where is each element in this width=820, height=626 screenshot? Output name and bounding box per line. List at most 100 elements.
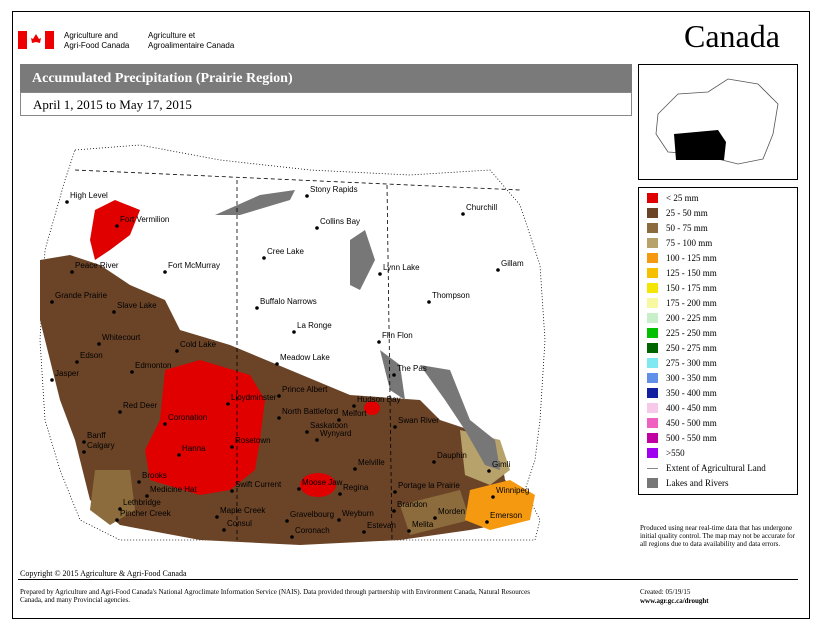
- legend-line: [647, 467, 658, 469]
- city-dot: [433, 516, 437, 520]
- city-dot: [377, 340, 381, 344]
- city-label: Red Deer: [123, 401, 158, 410]
- city-label: Moose Jaw: [302, 478, 343, 487]
- frame: [12, 11, 810, 619]
- legend-swatch: [647, 403, 658, 413]
- city-dot: [292, 330, 296, 334]
- legend-label: >550: [666, 448, 685, 458]
- legend-label: 500 - 550 mm: [666, 433, 717, 443]
- city-dot: [262, 256, 266, 260]
- legend-item: 400 - 450 mm: [647, 403, 717, 413]
- city-dot: [393, 425, 397, 429]
- city-label: Stony Rapids: [310, 185, 358, 194]
- copyright: Copyright © 2015 Agriculture & Agri-Food…: [20, 569, 187, 578]
- city-label: Weyburn: [342, 509, 374, 518]
- legend-swatch: [647, 313, 658, 323]
- city-dot: [215, 515, 219, 519]
- city-dot: [75, 360, 79, 364]
- legend-swatch: [647, 343, 658, 353]
- city-label: Brooks: [142, 471, 167, 480]
- city-label: Edmonton: [135, 361, 171, 370]
- title: Accumulated Precipitation (Prairie Regio…: [20, 64, 632, 92]
- note: Produced using near real-time data that …: [640, 524, 795, 548]
- city-label: Morden: [438, 507, 465, 516]
- legend-item: 300 - 350 mm: [647, 373, 717, 383]
- city-label: Lethbridge: [123, 498, 161, 507]
- city-label: Saskatoon: [310, 421, 348, 430]
- city-dot: [352, 404, 356, 408]
- city-dot: [112, 310, 116, 314]
- legend-label: 350 - 400 mm: [666, 388, 717, 398]
- city-label: Buffalo Narrows: [260, 297, 317, 306]
- city-label: Edson: [80, 351, 103, 360]
- legend-label: 300 - 350 mm: [666, 373, 717, 383]
- city-label: Coronach: [295, 526, 330, 535]
- legend-label: 275 - 300 mm: [666, 358, 717, 368]
- legend-swatch: [647, 388, 658, 398]
- city-label: Rosetown: [235, 436, 271, 445]
- city-dot: [378, 272, 382, 276]
- city-label: Collins Bay: [320, 217, 360, 226]
- legend-item: < 25 mm: [647, 193, 699, 203]
- legend-item: >550: [647, 448, 685, 458]
- city-label: High Level: [70, 191, 108, 200]
- city-dot: [163, 270, 167, 274]
- city-label: Fort Vermilion: [120, 215, 169, 224]
- city-label: Banff: [87, 431, 106, 440]
- legend-label: 100 - 125 mm: [666, 253, 717, 263]
- city-dot: [392, 509, 396, 513]
- city-dot: [277, 416, 281, 420]
- created: Created: 05/19/15: [640, 588, 691, 596]
- city-dot: [432, 460, 436, 464]
- city-dot: [118, 507, 122, 511]
- city-label: Hanna: [182, 444, 206, 453]
- url[interactable]: www.agr.gc.ca/drought: [640, 597, 709, 605]
- legend-item: 50 - 75 mm: [647, 223, 708, 233]
- city-dot: [362, 530, 366, 534]
- city-dot: [337, 518, 341, 522]
- city-label: Brandon: [397, 500, 427, 509]
- city-dot: [177, 453, 181, 457]
- city-label: Lynn Lake: [383, 263, 420, 272]
- city-dot: [290, 535, 294, 539]
- legend-label: Extent of Agricultural Land: [666, 463, 766, 473]
- city-label: The Pas: [397, 364, 427, 373]
- city-label: Churchill: [466, 203, 497, 212]
- city-dot: [145, 494, 149, 498]
- legend-item: 125 - 150 mm: [647, 268, 717, 278]
- city-label: Melita: [412, 520, 434, 529]
- city-label: Pincher Creek: [120, 509, 172, 518]
- legend-swatch: [647, 373, 658, 383]
- city-dot: [163, 422, 167, 426]
- city-label: Lloydminster: [231, 393, 277, 402]
- city-label: Medicine Hat: [150, 485, 197, 494]
- city-dot: [275, 362, 279, 366]
- legend-swatch: [647, 358, 658, 368]
- city-dot: [461, 212, 465, 216]
- agency-en-line: Agri-Food Canada: [64, 41, 130, 50]
- city-label: Cold Lake: [180, 340, 217, 349]
- city-label: Swift Current: [235, 480, 282, 489]
- subtitle: April 1, 2015 to May 17, 2015: [20, 92, 632, 116]
- legend-swatch: [647, 238, 658, 248]
- legend-item: Extent of Agricultural Land: [647, 463, 766, 473]
- city-label: Calgary: [87, 441, 115, 450]
- city-label: Melville: [358, 458, 385, 467]
- city-dot: [285, 519, 289, 523]
- legend-label: < 25 mm: [666, 193, 699, 203]
- city-label: Hudson Bay: [357, 395, 401, 404]
- legend-item: 200 - 225 mm: [647, 313, 717, 323]
- city-label: La Ronge: [297, 321, 332, 330]
- map: High Level Fort Vermilion Peace River Grand…: [39, 144, 546, 545]
- city-dot: [50, 300, 54, 304]
- city-dot: [226, 402, 230, 406]
- city-dot: [137, 480, 141, 484]
- city-label: North Battleford: [282, 407, 338, 416]
- city-dot: [487, 469, 491, 473]
- legend-item: 275 - 300 mm: [647, 358, 717, 368]
- legend-label: 25 - 50 mm: [666, 208, 708, 218]
- legend-swatch: [647, 418, 658, 428]
- legend-swatch: [647, 478, 658, 488]
- legend-label: 50 - 75 mm: [666, 223, 708, 233]
- city-dot: [485, 520, 489, 524]
